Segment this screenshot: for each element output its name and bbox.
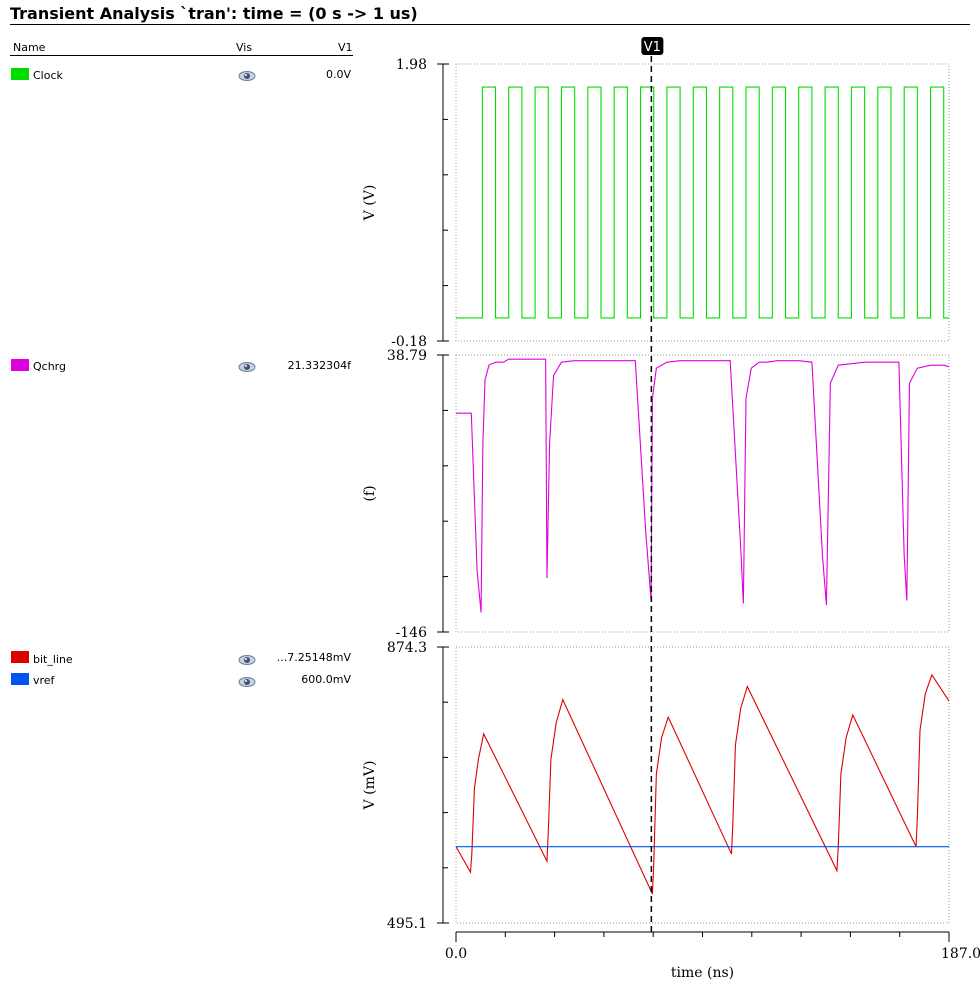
panel-frame: [455, 63, 950, 342]
y-axis-title: V (V): [362, 185, 378, 222]
x-max-label: 187.0: [941, 946, 980, 962]
signal-name: Clock: [33, 69, 63, 82]
cursor-label: V1: [644, 40, 661, 55]
plot-panel-2: 38.79 -146 (f): [362, 348, 950, 641]
signal-name: vref: [33, 674, 55, 687]
column-header-name[interactable]: Name: [13, 41, 46, 54]
y-axis-title: (f): [362, 485, 378, 501]
cursor-tag: [641, 37, 664, 55]
y-max-label: 1.98: [396, 57, 427, 73]
series-line-clock: [456, 86, 949, 319]
signal-value: 21.332304f: [287, 359, 351, 372]
signal-color-swatch[interactable]: [11, 651, 29, 663]
y-max-label: 38.79: [387, 348, 427, 364]
visibility-eye-icon[interactable]: [238, 654, 256, 666]
visibility-eye-icon[interactable]: [238, 70, 256, 82]
series-line-bit-line: [455, 673, 950, 895]
series-line-qchrg: [456, 358, 950, 613]
column-header-vis[interactable]: Vis: [236, 41, 253, 54]
header-divider: [10, 55, 353, 56]
y-min-label: -0.18: [391, 334, 427, 350]
y-min-label: 495.1: [387, 916, 427, 932]
signal-name: bit_line: [33, 653, 73, 666]
signal-color-swatch[interactable]: [11, 673, 29, 685]
y-axis-title: V (mV): [362, 761, 378, 811]
page-title: Transient Analysis `tran': time = (0 s -…: [10, 4, 418, 23]
signal-color-swatch[interactable]: [11, 359, 29, 371]
x-min-label: 0.0: [445, 946, 467, 962]
y-max-label: 874.3: [387, 640, 427, 656]
signal-value: ...7.25148mV: [276, 651, 351, 664]
visibility-eye-icon[interactable]: [238, 676, 256, 688]
signal-name: Qchrg: [33, 360, 66, 373]
signal-value: 600.0mV: [301, 673, 351, 686]
cursor-v1: V1: [641, 37, 664, 932]
plot-panel-1: 1.98 -0.18 V (V): [362, 57, 950, 350]
title-divider: [10, 24, 970, 25]
visibility-eye-icon[interactable]: [238, 361, 256, 373]
panel-frame: [455, 354, 950, 633]
panel-frame: [455, 646, 950, 924]
column-header-v1[interactable]: V1: [338, 41, 353, 54]
x-axis-title: time (ns): [671, 965, 734, 981]
signal-color-swatch[interactable]: [11, 68, 29, 80]
signal-value: 0.0V: [325, 68, 351, 81]
plot-panel-3: 874.3 495.1 V (mV): [362, 640, 950, 932]
x-axis: 0.0 187.0 time (ns): [445, 931, 980, 981]
y-min-label: -146: [396, 625, 428, 641]
